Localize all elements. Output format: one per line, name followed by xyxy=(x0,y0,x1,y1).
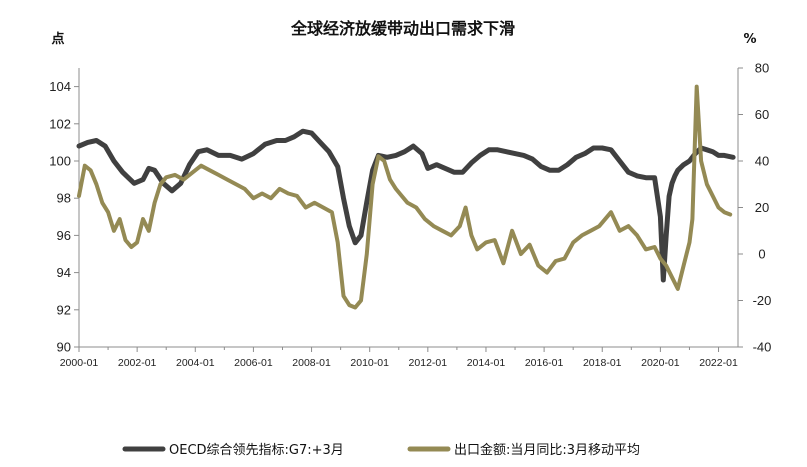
left-tick-label: 104 xyxy=(49,79,71,94)
x-tick-label: 2004-01 xyxy=(176,357,215,369)
series-layer xyxy=(76,84,736,310)
x-tick-label: 2008-01 xyxy=(292,357,331,369)
legend-label-2: 出口金额:当月同比:3月移动平均 xyxy=(454,442,640,458)
x-tick-label: 2018-01 xyxy=(583,357,622,369)
x-tick-label: 2006-01 xyxy=(234,357,273,369)
left-axis-unit: 点 xyxy=(51,31,64,47)
x-tick-label: 2012-01 xyxy=(409,357,448,369)
x-tick-label: 2002-01 xyxy=(118,357,157,369)
x-tick-label: 2022-01 xyxy=(699,357,738,369)
x-tick-label: 2020-01 xyxy=(641,357,680,369)
right-tick-label: 80 xyxy=(755,61,769,76)
x-tick-label: 2016-01 xyxy=(525,357,564,369)
x-tick-label: 2010-01 xyxy=(350,357,389,369)
right-tick-label: 0 xyxy=(758,247,765,262)
left-tick-label: 94 xyxy=(57,265,71,280)
left-tick-label: 102 xyxy=(49,116,71,131)
chart-title: 全球经济放缓带动出口需求下滑 xyxy=(290,19,515,38)
right-tick-label: -40 xyxy=(753,340,772,355)
x-tick-label: 2000-01 xyxy=(60,357,99,369)
right-axis-unit: % xyxy=(743,32,756,47)
left-tick-label: 92 xyxy=(57,302,71,317)
x-tick-label: 2014-01 xyxy=(467,357,506,369)
left-tick-label: 90 xyxy=(57,340,71,355)
left-tick-label: 100 xyxy=(49,154,71,169)
right-tick-label: 20 xyxy=(755,200,769,215)
left-tick-label: 96 xyxy=(57,228,71,243)
right-tick-label: 40 xyxy=(755,154,769,169)
right-tick-label: -20 xyxy=(753,293,772,308)
axes-layer: 90 92 94 96 98 100 102 104 -40 -20 0 20 40 60 80 2000-0… xyxy=(49,61,771,370)
left-tick-label: 98 xyxy=(57,191,71,206)
series-line-2 xyxy=(77,84,733,310)
series-line-1 xyxy=(76,128,736,283)
right-tick-label: 60 xyxy=(755,107,769,122)
legend: OECD综合领先指标:G7:+3月 出口金额:当月同比:3月移动平均 xyxy=(122,442,640,458)
legend-label-1: OECD综合领先指标:G7:+3月 xyxy=(169,443,344,458)
